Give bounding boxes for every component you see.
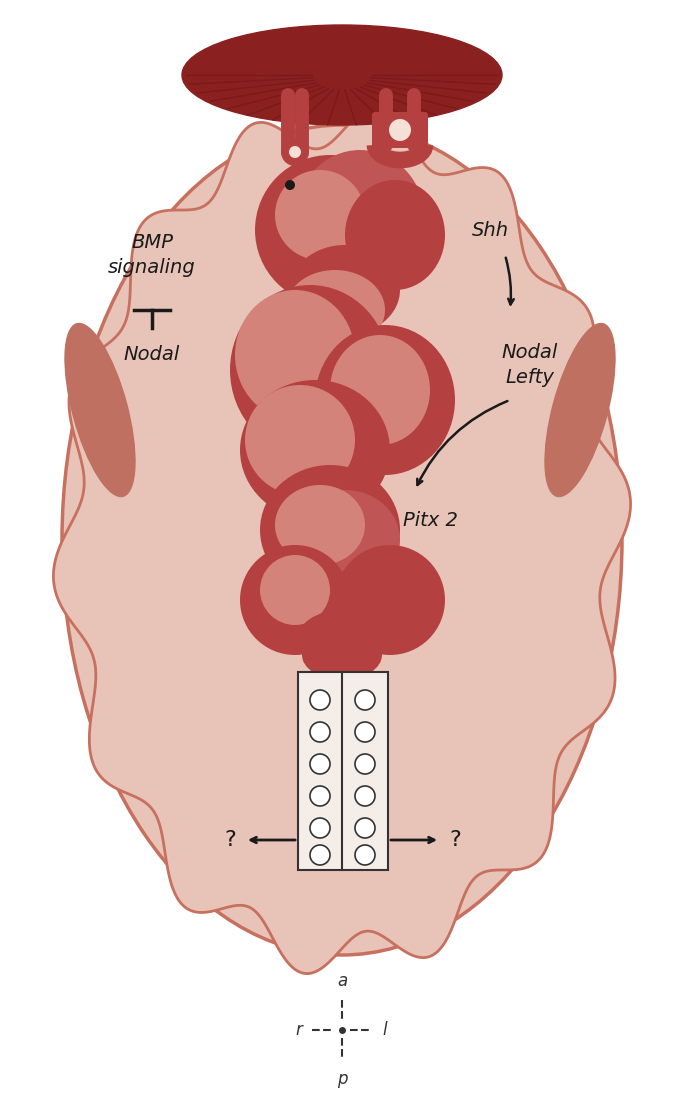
Circle shape [289,146,301,158]
Text: r: r [295,1021,302,1039]
Ellipse shape [62,125,622,955]
Text: Pitx 2: Pitx 2 [403,511,458,529]
Ellipse shape [295,150,425,290]
Ellipse shape [297,610,387,670]
Ellipse shape [315,325,455,475]
Circle shape [389,119,411,141]
Circle shape [355,690,375,710]
Ellipse shape [330,335,430,445]
Ellipse shape [290,490,400,590]
Ellipse shape [345,180,445,290]
Text: Nodal: Nodal [124,346,180,365]
Ellipse shape [285,270,385,350]
Ellipse shape [240,380,390,520]
Circle shape [310,690,330,710]
Ellipse shape [245,385,355,495]
Ellipse shape [335,545,445,656]
Ellipse shape [240,545,350,656]
FancyBboxPatch shape [372,112,428,148]
Text: Shh: Shh [471,221,508,239]
Text: BMP
signaling: BMP signaling [108,233,196,277]
Circle shape [310,818,330,838]
FancyBboxPatch shape [298,672,388,870]
Text: ?: ? [449,830,461,850]
Text: l: l [382,1021,386,1039]
Circle shape [285,180,295,190]
Ellipse shape [260,554,330,625]
Circle shape [310,722,330,742]
Circle shape [355,845,375,865]
Circle shape [355,818,375,838]
Ellipse shape [545,323,616,497]
Ellipse shape [230,285,390,455]
Circle shape [355,754,375,774]
Circle shape [355,722,375,742]
Ellipse shape [182,25,502,125]
Text: p: p [337,1069,347,1088]
Circle shape [355,786,375,806]
Ellipse shape [255,155,405,305]
Ellipse shape [290,245,400,335]
PathPatch shape [53,107,631,974]
Text: Nodal
Lefty: Nodal Lefty [502,343,558,386]
Ellipse shape [275,170,365,260]
Ellipse shape [64,323,136,497]
Circle shape [281,138,309,166]
Ellipse shape [235,290,355,421]
Text: a: a [337,972,347,990]
Ellipse shape [260,464,400,595]
Ellipse shape [275,485,365,565]
Circle shape [310,786,330,806]
Ellipse shape [302,630,382,680]
Circle shape [310,754,330,774]
Circle shape [310,845,330,865]
Text: ?: ? [224,830,236,850]
